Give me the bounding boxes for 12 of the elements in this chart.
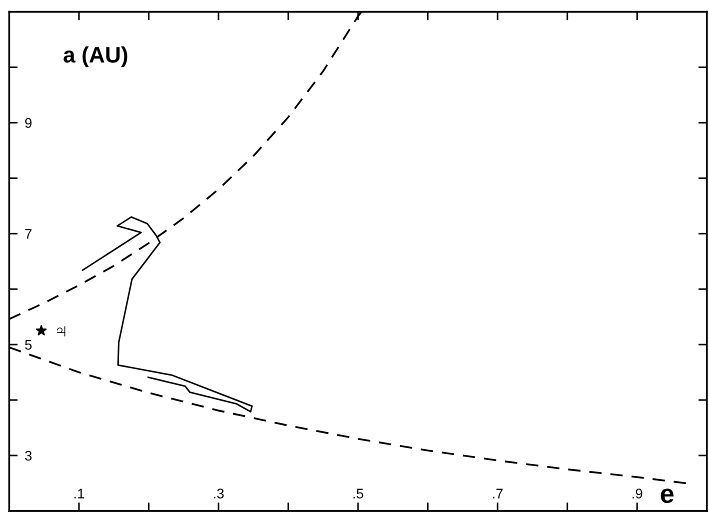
x-tick-label: .5 <box>354 488 364 498</box>
y-tick-label: 9 <box>25 118 32 128</box>
x-tick-label: .9 <box>632 488 642 498</box>
x-axis-title: e <box>660 488 674 504</box>
x-tick-label: .3 <box>214 488 224 498</box>
x-tick-label: .1 <box>74 488 84 498</box>
y-tick-label: 7 <box>25 229 32 239</box>
y-axis-title: a (AU) <box>64 46 128 68</box>
x-tick-label: .7 <box>493 488 503 498</box>
annotation: ♃ <box>56 326 66 336</box>
y-tick-label: 3 <box>25 450 32 461</box>
y-tick-label: 5 <box>25 340 32 350</box>
